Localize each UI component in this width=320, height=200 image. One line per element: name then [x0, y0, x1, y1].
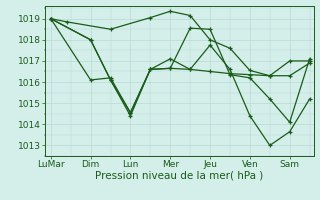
X-axis label: Pression niveau de la mer( hPa ): Pression niveau de la mer( hPa )	[95, 171, 263, 181]
